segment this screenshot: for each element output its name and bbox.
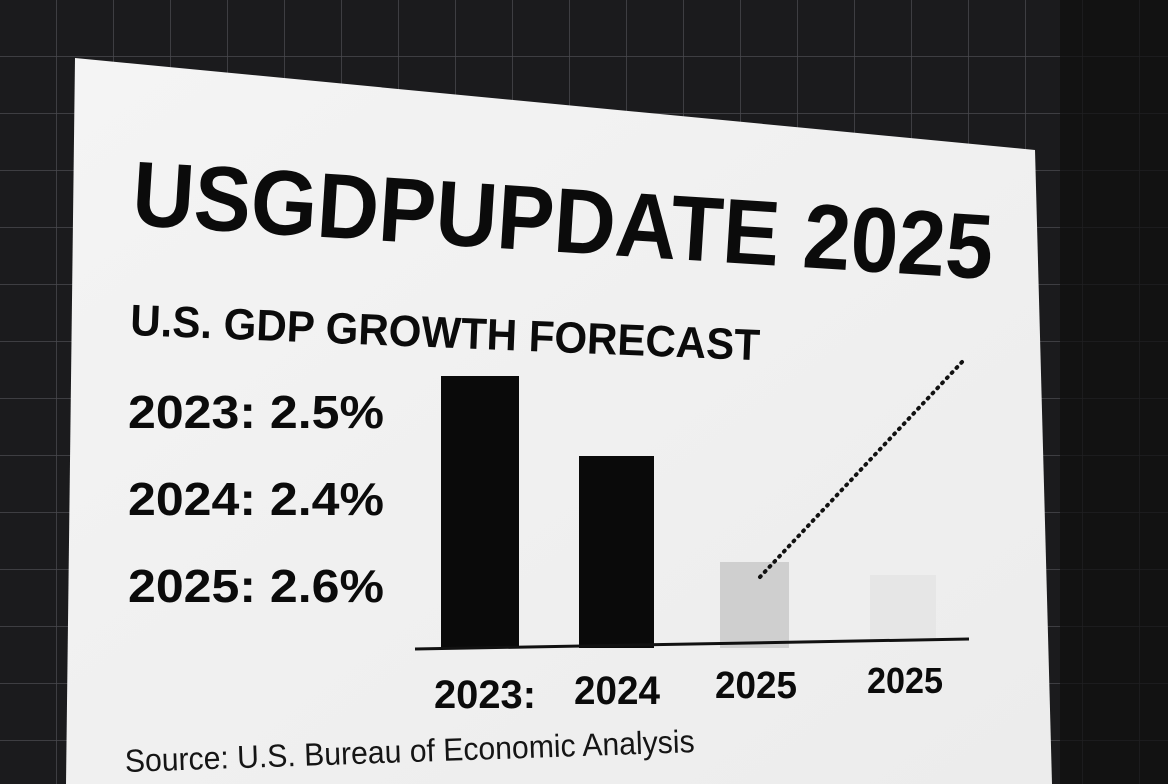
figure: 2024: 2.4%: [128, 473, 384, 525]
poster-panel: [66, 58, 1052, 784]
baseline: [414, 637, 970, 651]
bar: [720, 562, 789, 648]
figure: 2025: 2.6%: [128, 560, 384, 612]
trend-line: [758, 360, 964, 579]
bar-label: 2025: [867, 660, 943, 701]
bar-label: 2023:: [434, 673, 536, 717]
bar-label: 2025: [715, 665, 797, 707]
figure: 2023: 2.5%: [128, 386, 384, 438]
bar: [870, 575, 936, 640]
bar: [441, 376, 519, 648]
bar: [579, 456, 654, 648]
bar-label: 2024: [574, 669, 661, 713]
shadow: [1060, 0, 1168, 784]
